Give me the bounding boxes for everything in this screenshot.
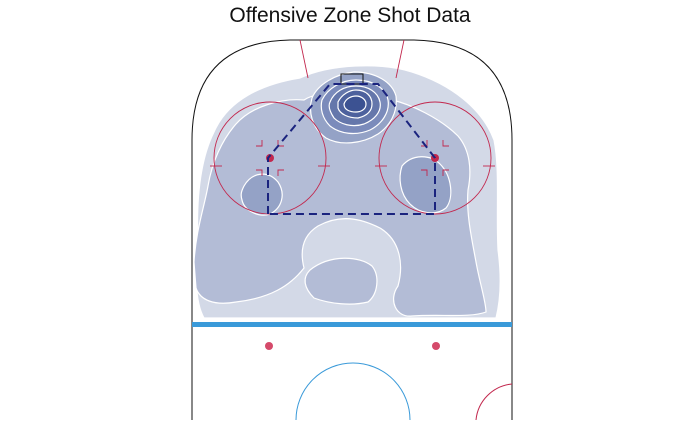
- density-level-2b: [304, 257, 378, 305]
- density-contours: [193, 65, 501, 319]
- density-level-7: [343, 95, 367, 113]
- blue-line: [192, 322, 512, 327]
- home-plate-zone: [267, 83, 436, 215]
- right-faceoff-circle: [378, 101, 492, 215]
- density-level-3b: [399, 156, 452, 214]
- density-level-2: [193, 91, 487, 317]
- trapezoid-left: [299, 39, 309, 79]
- chart-title: Offensive Zone Shot Data: [229, 4, 471, 27]
- neutral-dot-right: [432, 342, 440, 350]
- trapezoid-right: [395, 39, 405, 79]
- rink-boards: [191, 39, 513, 420]
- lower-right-circle: [475, 383, 513, 421]
- neutral-dot-left: [265, 342, 273, 350]
- center-ice-circle: [295, 362, 411, 421]
